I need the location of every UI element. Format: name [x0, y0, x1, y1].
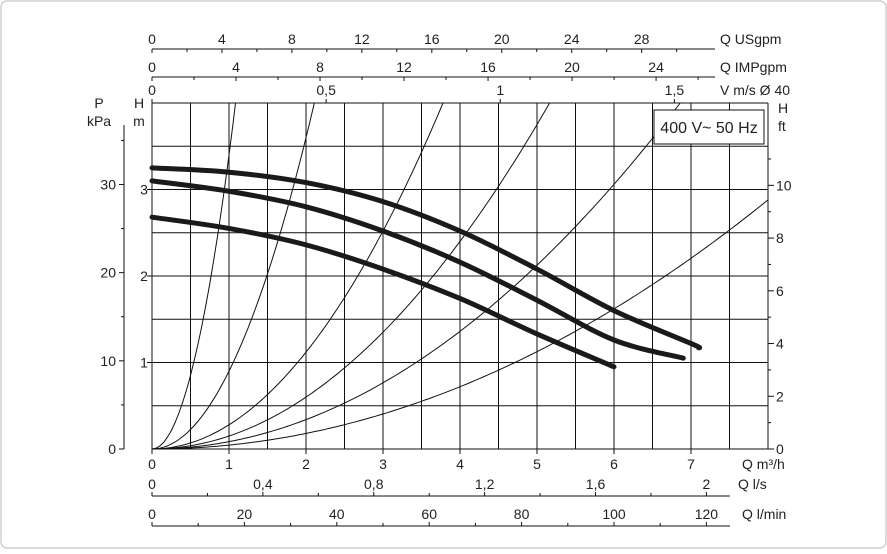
y-tick-label-m: 3: [140, 182, 148, 198]
x-tick-label-usgpm: 28: [634, 31, 650, 47]
pump-curves: [149, 165, 703, 370]
y-axis-label-h: H: [134, 95, 144, 111]
system-curve: [152, 102, 681, 450]
x-tick-label-lmin: 80: [514, 506, 530, 522]
x-tick-label-impgpm: 24: [648, 59, 664, 75]
pump-curve: [149, 165, 703, 351]
x-tick-label-impgpm: 8: [316, 59, 324, 75]
x-axis-label-lmin: Q l/min: [742, 506, 786, 522]
x-tick-label-usgpm: 12: [354, 31, 370, 47]
y-tick-label-ft: 8: [776, 230, 784, 246]
y-tick-label-kpa: 30: [100, 176, 116, 192]
x-tick-label-ls: 0,4: [253, 476, 273, 492]
x-tick-label-impgpm: 16: [480, 59, 496, 75]
x-tick-label-m3h: 2: [302, 456, 310, 472]
system-curve: [151, 102, 236, 450]
x-tick-label-lmin: 120: [695, 506, 719, 522]
x-tick-label-velocity: 0,5: [316, 82, 336, 98]
grid: [151, 102, 769, 450]
x-tick-label-ls: 1,2: [475, 476, 495, 492]
system-curve: [151, 102, 315, 450]
x-tick-label-usgpm: 8: [288, 31, 296, 47]
y-axis-unit-m: m: [133, 113, 145, 129]
x-tick-label-impgpm: 4: [232, 59, 240, 75]
y-axis-unit-ft: ft: [778, 118, 786, 134]
x-tick-label-m3h: 7: [687, 456, 695, 472]
x-axis-label-impgpm: Q IMPgpm: [720, 59, 787, 75]
pump-curve: [149, 178, 686, 361]
x-axis-label-ls: Q l/s: [738, 476, 767, 492]
system-curve: [152, 102, 551, 450]
x-tick-label-ls: 2: [703, 476, 711, 492]
y-axis-unit-kpa: kPa: [87, 113, 111, 129]
x-tick-label-lmin: 20: [237, 506, 253, 522]
x-tick-label-lmin: 0: [148, 506, 156, 522]
x-axis-label-velocity: V m/s Ø 40: [720, 82, 790, 98]
y-tick-label-ft: 4: [776, 336, 784, 352]
y-tick-label-m: 1: [140, 355, 148, 371]
y-axis-label-h-ft: H: [778, 100, 788, 116]
y-tick-label-kpa: 10: [100, 353, 116, 369]
annotation-box: 400 V~ 50 Hz: [653, 109, 765, 145]
y-tick-label-ft: 10: [776, 177, 792, 193]
x-tick-label-lmin: 100: [602, 506, 626, 522]
x-tick-label-ls: 1,6: [586, 476, 606, 492]
annotation-text: 400 V~ 50 Hz: [660, 120, 757, 137]
x-tick-label-usgpm: 16: [424, 31, 440, 47]
y-tick-label-ft: 6: [776, 283, 784, 299]
x-tick-label-velocity: 1: [496, 82, 504, 98]
x-tick-label-usgpm: 0: [148, 31, 156, 47]
x-tick-label-impgpm: 0: [148, 59, 156, 75]
x-tick-label-velocity: 0: [148, 82, 156, 98]
x-tick-label-m3h: 5: [533, 456, 541, 472]
x-tick-label-m3h: 1: [225, 456, 233, 472]
x-tick-label-ls: 0: [148, 476, 156, 492]
x-tick-label-usgpm: 4: [218, 31, 226, 47]
x-tick-label-m3h: 6: [610, 456, 618, 472]
y-axis-label-p: P: [94, 95, 103, 111]
x-tick-label-usgpm: 20: [494, 31, 510, 47]
x-tick-label-lmin: 60: [421, 506, 437, 522]
pump-curve: [149, 214, 617, 370]
x-axis-label-m3h: Q m³/h: [742, 456, 785, 472]
x-tick-label-m3h: 3: [379, 456, 387, 472]
system-curves: [151, 102, 769, 450]
axes: [119, 48, 774, 527]
x-tick-label-ls: 0,8: [364, 476, 384, 492]
x-tick-label-velocity: 1,5: [665, 82, 685, 98]
x-tick-label-impgpm: 12: [396, 59, 412, 75]
y-tick-label-kpa: 20: [100, 265, 116, 281]
x-tick-label-usgpm: 24: [564, 31, 580, 47]
y-tick-label-kpa: 0: [108, 441, 116, 457]
x-tick-label-impgpm: 20: [564, 59, 580, 75]
y-tick-label-m: 2: [140, 268, 148, 284]
system-curve: [152, 199, 769, 450]
x-tick-label-m3h: 0: [148, 456, 156, 472]
y-tick-label-ft: 2: [776, 388, 784, 404]
x-tick-label-lmin: 40: [329, 506, 345, 522]
x-axis-label-usgpm: Q USgpm: [720, 31, 781, 47]
x-tick-label-m3h: 4: [456, 456, 464, 472]
y-tick-label-ft: 0: [776, 441, 784, 457]
